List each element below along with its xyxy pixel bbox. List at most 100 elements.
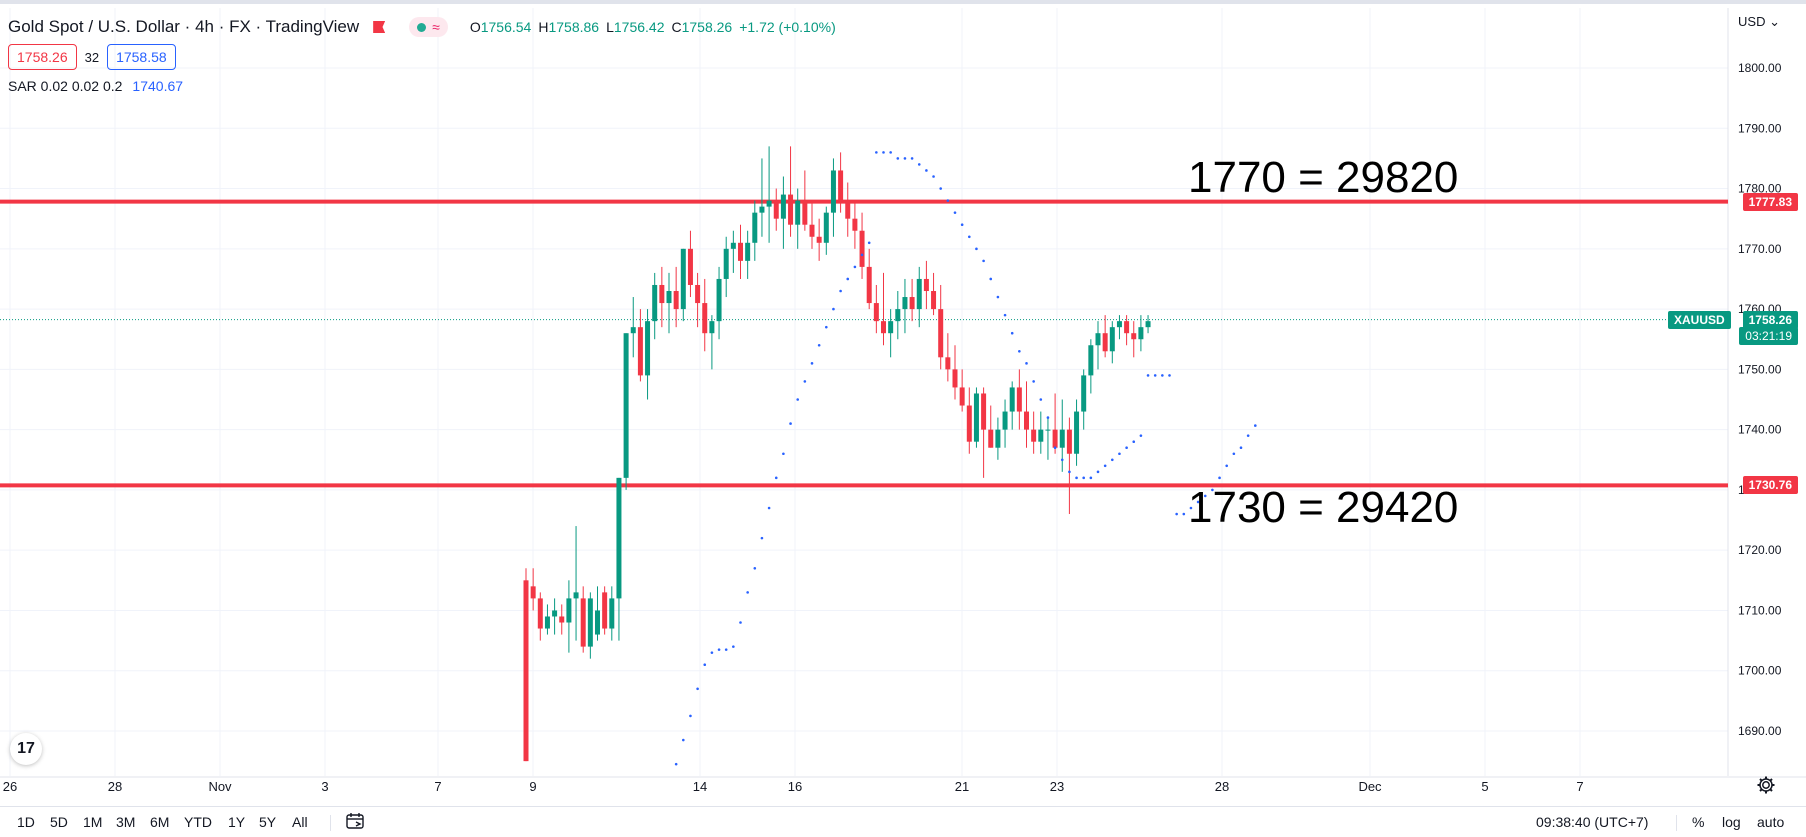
log-scale-button[interactable]: log: [1722, 814, 1741, 830]
sar-dot: [860, 253, 864, 257]
candle-body: [1145, 321, 1151, 328]
bottom-toolbar: 1D 5D 1M 3M 6M YTD 1Y 5Y All 09:38:40 (U…: [0, 806, 1806, 837]
candle-body: [630, 327, 636, 334]
range-5d-button[interactable]: 5D: [50, 814, 68, 830]
currency-select[interactable]: USD ⌄: [1738, 14, 1780, 29]
sar-dot: [1118, 452, 1121, 456]
sar-dot: [689, 714, 692, 718]
range-all-button[interactable]: All: [292, 814, 308, 830]
sar-dot: [732, 645, 735, 648]
sar-dot: [946, 199, 950, 202]
candle-body: [916, 278, 922, 310]
sar-dot: [710, 651, 714, 654]
sar-dot: [996, 295, 1000, 299]
sar-dot: [1010, 331, 1014, 335]
candle-body: [723, 248, 729, 279]
range-6m-button[interactable]: 6M: [150, 814, 170, 830]
x-tick-label: 14: [693, 779, 707, 794]
candle-body: [1024, 411, 1029, 430]
y-tick-label: 1780.00: [1738, 182, 1782, 196]
sar-dot: [803, 380, 807, 383]
candle-body: [859, 230, 865, 267]
range-3m-button[interactable]: 3M: [116, 814, 136, 830]
upper-annotation[interactable]: 1770 = 29820: [1188, 153, 1459, 202]
candle-body: [559, 616, 565, 623]
sar-dot: [760, 536, 764, 540]
candle-body: [866, 266, 872, 304]
candle-body: [1002, 411, 1008, 430]
x-tick-label: 3: [321, 779, 328, 794]
candle-body: [709, 321, 715, 334]
candle-body: [645, 321, 651, 376]
candle-body: [802, 200, 808, 225]
candle-body: [931, 291, 937, 310]
sar-dot: [1003, 313, 1007, 317]
tradingview-logo-icon[interactable]: 17: [10, 733, 42, 765]
candle-body: [602, 592, 608, 629]
sar-indicator-legend[interactable]: SAR 0.02 0.02 0.2 1740.67: [8, 78, 183, 94]
candle-body: [716, 278, 722, 322]
candle-body: [1066, 429, 1072, 454]
sar-dot: [1239, 446, 1243, 450]
change-value: +1.72 (+0.10%): [739, 19, 836, 35]
candle-body: [830, 170, 836, 213]
x-tick-label: 28: [108, 779, 122, 794]
range-1y-button[interactable]: 1Y: [228, 814, 246, 830]
percent-scale-button[interactable]: %: [1692, 814, 1705, 830]
candle-body: [673, 291, 679, 310]
sar-dot: [753, 566, 757, 570]
low-value: 1756.42: [613, 19, 665, 35]
range-1d-button[interactable]: 1D: [17, 814, 35, 830]
candle-body: [1059, 429, 1065, 448]
sar-dot: [817, 343, 821, 347]
sar-dot: [903, 157, 907, 160]
gear-icon[interactable]: [1756, 775, 1776, 795]
x-tick-label: 28: [1215, 779, 1229, 794]
candle-body: [1116, 321, 1122, 328]
toolbar-divider: [1676, 815, 1677, 831]
y-tick-label: 1800.00: [1738, 61, 1782, 75]
symbol-title[interactable]: Gold Spot / U.S. Dollar · 4h · FX · Trad…: [8, 17, 360, 36]
sar-dot: [1232, 452, 1236, 456]
candle-body: [745, 242, 751, 261]
market-status-badge[interactable]: ≈: [409, 17, 448, 37]
candle-body: [738, 242, 743, 261]
x-tick-label: 21: [955, 779, 969, 794]
candle-body: [795, 200, 801, 225]
sar-dot: [910, 157, 914, 160]
chart-canvas[interactable]: 26 28 Nov 3 7 9 14 16 21 23 28 Dec 5 7 1690.00 1700.00…: [0, 0, 1806, 806]
sar-dot: [1161, 374, 1164, 377]
sar-dot: [674, 762, 678, 766]
y-tick-label: 1750.00: [1738, 362, 1782, 376]
sar-dot: [1046, 416, 1050, 419]
sar-dot: [989, 277, 993, 281]
sar-dot: [846, 277, 850, 281]
sar-dot: [1146, 374, 1150, 377]
range-1m-button[interactable]: 1M: [83, 814, 103, 830]
buy-price-button[interactable]: 1758.58: [107, 44, 176, 70]
range-ytd-button[interactable]: YTD: [184, 814, 212, 830]
candle-body: [959, 387, 965, 406]
sell-price-button[interactable]: 1758.26: [8, 44, 77, 70]
sar-dot: [1103, 464, 1107, 468]
auto-scale-button[interactable]: auto: [1757, 814, 1785, 830]
clock-timezone[interactable]: 09:38:40 (UTC+7): [1536, 814, 1649, 830]
candle-body: [1088, 345, 1094, 376]
sar-dot: [746, 591, 749, 594]
chart-header: Gold Spot / U.S. Dollar · 4h · FX · Trad…: [8, 16, 836, 38]
sar-dot: [1082, 476, 1085, 480]
candle-body: [573, 592, 579, 599]
candle-body: [973, 393, 979, 442]
calendar-icon[interactable]: [346, 813, 364, 829]
sar-dot: [1254, 424, 1257, 427]
flag-icon[interactable]: [373, 21, 386, 33]
range-5y-button[interactable]: 5Y: [259, 814, 277, 830]
lower-annotation[interactable]: 1730 = 29420: [1188, 483, 1459, 532]
sar-dot: [1189, 506, 1193, 510]
sar-dot: [782, 452, 785, 456]
candle-body: [544, 616, 550, 629]
candle-body: [895, 309, 901, 322]
candle-body: [680, 248, 686, 310]
lower-line-price-label: 1730.76: [1742, 476, 1798, 495]
candle-body: [938, 309, 944, 358]
